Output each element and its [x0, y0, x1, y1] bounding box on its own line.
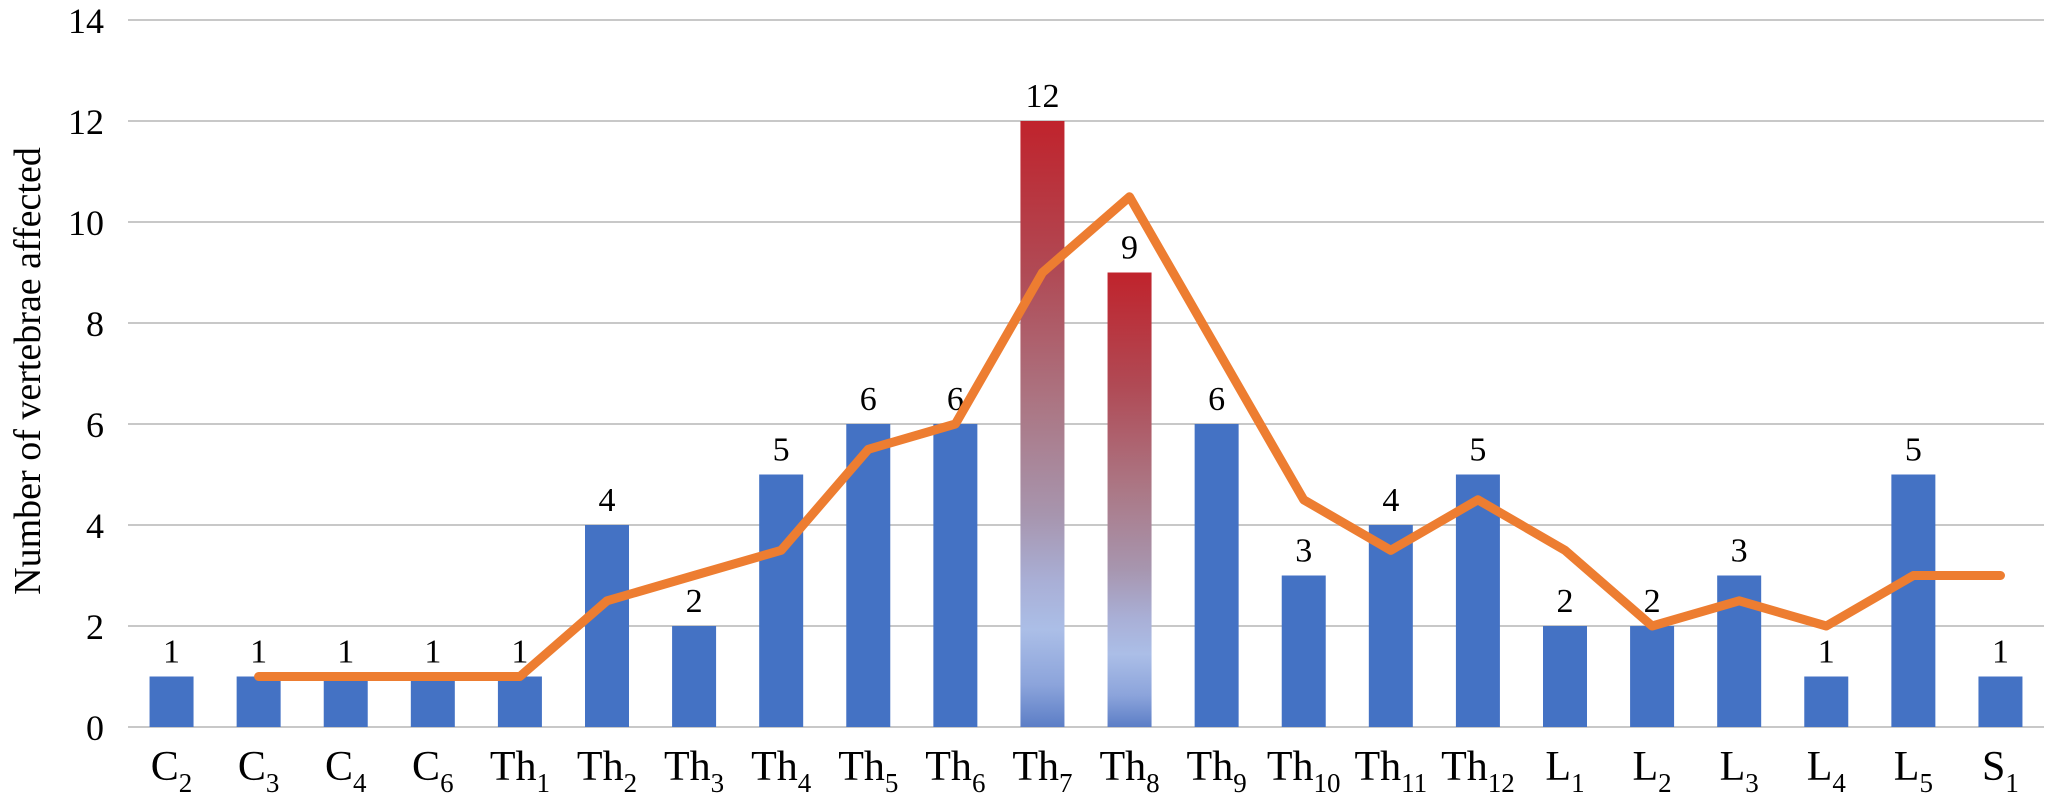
bar-value-label: 6 [860, 381, 877, 418]
y-tick-label: 2 [86, 607, 104, 647]
x-tick-label: C6 [412, 744, 454, 798]
x-tick-label: Th5 [838, 744, 898, 798]
x-tick-label: C2 [151, 744, 193, 798]
x-tick-label: L2 [1633, 744, 1672, 798]
bar-L2 [1630, 626, 1675, 727]
bar-value-label: 2 [1557, 583, 1574, 620]
bar-value-label: 3 [1731, 533, 1748, 570]
bar-value-label: 6 [1208, 381, 1225, 418]
bar-value-label: 12 [1025, 78, 1059, 115]
bar-Th11 [1368, 525, 1413, 727]
y-tick-label: 12 [68, 102, 104, 142]
x-tick-label: L3 [1720, 744, 1759, 798]
bar-Th12 [1455, 474, 1500, 727]
bar-Th9 [1194, 424, 1239, 727]
moving-average-line [254, 192, 2005, 681]
bar-value-label: 4 [599, 482, 616, 519]
bar-Th10 [1281, 575, 1326, 727]
x-tick-label: L5 [1894, 744, 1933, 798]
y-tick-labels-group: 0 2 4 6 8 10 12 14 [68, 1, 104, 748]
bar-L5 [1891, 474, 1936, 727]
bar-C4 [323, 676, 368, 727]
bar-value-label: 2 [686, 583, 703, 620]
bar-value-label: 5 [1469, 432, 1486, 469]
gridlines-group [128, 19, 2044, 728]
y-tick-label: 0 [86, 708, 104, 748]
bar-L4 [1804, 676, 1849, 727]
x-tick-label: Th10 [1267, 744, 1341, 798]
bar-Th3 [672, 626, 717, 727]
y-tick-label: 4 [86, 506, 104, 546]
bar-L1 [1543, 626, 1587, 727]
x-tick-label: Th11 [1354, 744, 1427, 798]
x-tick-label: C4 [325, 744, 367, 798]
bar-value-label: 2 [1644, 583, 1661, 620]
bar-Th5 [846, 424, 891, 727]
bar-value-label: 1 [337, 634, 354, 671]
bar-value-label: 9 [1121, 230, 1138, 267]
y-axis-title: Number of vertebrae affected [7, 147, 49, 595]
bar-C6 [410, 676, 455, 727]
x-tick-label: Th6 [925, 744, 985, 798]
x-tick-label: Th2 [577, 744, 637, 798]
bar-C3 [236, 676, 281, 727]
bar-Th1 [497, 676, 542, 727]
y-tick-label: 6 [86, 405, 104, 445]
y-tick-label: 8 [86, 304, 104, 344]
bar-Th6 [933, 424, 978, 727]
bar-Th7 [1020, 121, 1065, 727]
bar-value-label: 5 [1905, 432, 1922, 469]
bar-Th2 [585, 525, 629, 727]
x-tick-label: Th3 [664, 744, 724, 798]
x-tick-label: C3 [238, 744, 280, 798]
bar-value-label: 1 [250, 634, 267, 671]
x-tick-label: L4 [1807, 744, 1847, 798]
bar-Th4 [759, 474, 804, 727]
bar-value-label: 1 [511, 634, 528, 671]
bar-value-label: 1 [424, 634, 441, 671]
x-tick-label: Th1 [490, 744, 550, 798]
bar-value-label: 1 [1818, 634, 1835, 671]
bar-Th8 [1107, 272, 1152, 727]
x-tick-label: L1 [1545, 744, 1584, 798]
x-tick-label: Th4 [751, 744, 812, 798]
x-tick-label: S1 [1982, 744, 2019, 798]
bars-group [149, 121, 2023, 727]
x-tick-label: Th7 [1012, 744, 1072, 798]
bar-value-label: 1 [1992, 634, 2009, 671]
bar-value-label: 4 [1382, 482, 1399, 519]
bar-value-label: 5 [773, 432, 790, 469]
bar-S1 [1978, 676, 2023, 727]
bar-value-label: 3 [1295, 533, 1312, 570]
bar-C2 [149, 676, 194, 727]
y-tick-label: 14 [68, 1, 104, 41]
x-tick-labels-group: C2 C3 C4 C6 Th1 Th2 Th3 Th4 Th5 Th6 Th7 Th8 Th9 Th10 T… [151, 744, 2019, 798]
x-tick-label: Th9 [1187, 744, 1247, 798]
x-tick-label: Th8 [1099, 744, 1159, 798]
y-tick-label: 10 [68, 203, 104, 243]
x-tick-label: Th12 [1441, 744, 1515, 798]
bar-value-label: 1 [163, 634, 180, 671]
